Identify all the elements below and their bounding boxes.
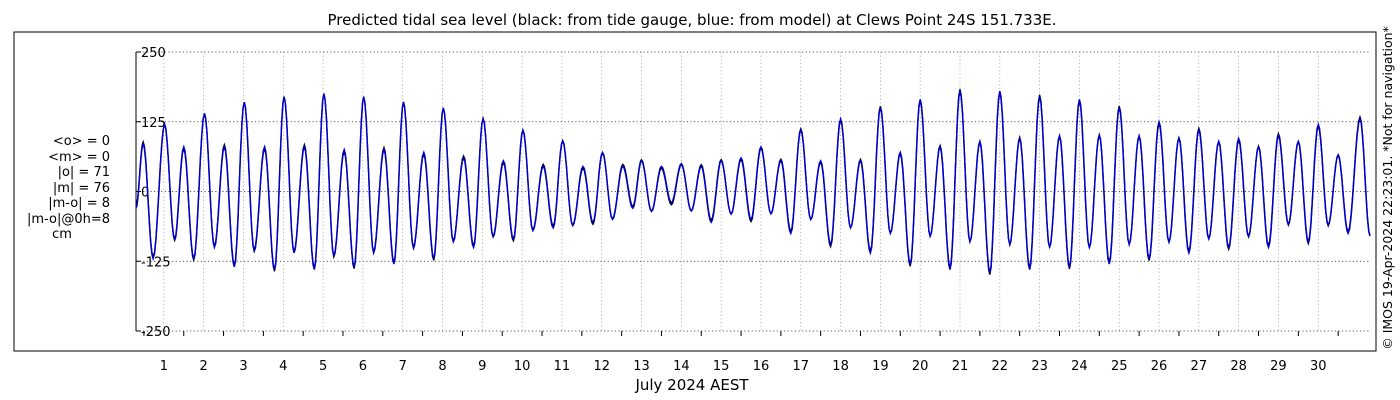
series-group — [135, 89, 1371, 275]
stat-mean-model: <m> = 0 — [48, 149, 110, 165]
x-tick-label: 19 — [872, 359, 889, 374]
x-axis-label: July 2024 AEST — [634, 376, 749, 394]
x-tick-label: 11 — [554, 359, 571, 374]
x-tick-label: 26 — [1151, 359, 1168, 374]
x-tick-label: 23 — [1031, 359, 1048, 374]
y-tick-label: 125 — [141, 116, 166, 131]
y-tick-label: 250 — [141, 46, 166, 61]
y-tick-label: -125 — [141, 255, 171, 270]
y-tick-label: 0 — [141, 186, 149, 201]
x-tick-label: 5 — [319, 359, 327, 374]
stat-abs-diff-0h: |m-o|@0h=8 — [27, 211, 110, 227]
x-tick-label: 17 — [792, 359, 809, 374]
plot-frame — [13, 31, 1377, 352]
x-tick-label: 16 — [753, 359, 770, 374]
x-tick-label: 27 — [1191, 359, 1208, 374]
x-tick-label: 8 — [438, 359, 446, 374]
y-axis: 250 125 0 -125 -250 — [136, 46, 171, 340]
x-tick-label: 20 — [912, 359, 929, 374]
x-tick-label: 22 — [992, 359, 1009, 374]
stat-unit: cm — [52, 227, 72, 242]
x-axis: 1 2 3 4 5 6 7 8 9 10 11 12 13 14 15 16 17 18 19 20 21 22 23 24 2… — [143, 331, 1339, 374]
stat-abs-diff: |m-o| = 8 — [48, 196, 110, 211]
stat-mean-observed: <o> = 0 — [52, 134, 110, 149]
x-tick-label: 3 — [239, 359, 247, 374]
stat-abs-observed: |o| = 71 — [57, 165, 110, 180]
x-tick-label: 24 — [1071, 359, 1088, 374]
grid-lines — [136, 51, 1370, 332]
x-tick-label: 15 — [713, 359, 730, 374]
x-tick-label: 18 — [832, 359, 849, 374]
x-tick-label: 25 — [1111, 359, 1128, 374]
series-line-model — [135, 90, 1371, 273]
x-tick-label: 9 — [478, 359, 486, 374]
x-tick-label: 7 — [399, 359, 407, 374]
copyright-note: © IMOS 19-Apr-2024 22:23:01. *Not for na… — [1380, 26, 1395, 350]
stats-panel: <o> = 0 <m> = 0 |o| = 71 |m| = 76 |m-o| … — [14, 134, 110, 243]
x-tick-label: 28 — [1230, 359, 1247, 374]
x-tick-label: 6 — [359, 359, 367, 374]
x-tick-label: 29 — [1270, 359, 1287, 374]
stat-abs-model: |m| = 76 — [52, 180, 110, 196]
x-tick-label: 4 — [279, 359, 287, 374]
x-tick-label: 10 — [514, 359, 531, 374]
x-tick-label: 1 — [160, 359, 168, 374]
x-tick-label: 30 — [1310, 359, 1327, 374]
x-tick-label: 2 — [200, 359, 208, 374]
y-tick-label: -250 — [141, 325, 171, 340]
x-tick-label: 21 — [952, 359, 969, 374]
x-tick-label: 12 — [593, 359, 610, 374]
chart-title: Predicted tidal sea level (black: from t… — [327, 11, 1056, 29]
x-tick-label: 14 — [673, 359, 690, 374]
x-tick-label: 13 — [633, 359, 650, 374]
